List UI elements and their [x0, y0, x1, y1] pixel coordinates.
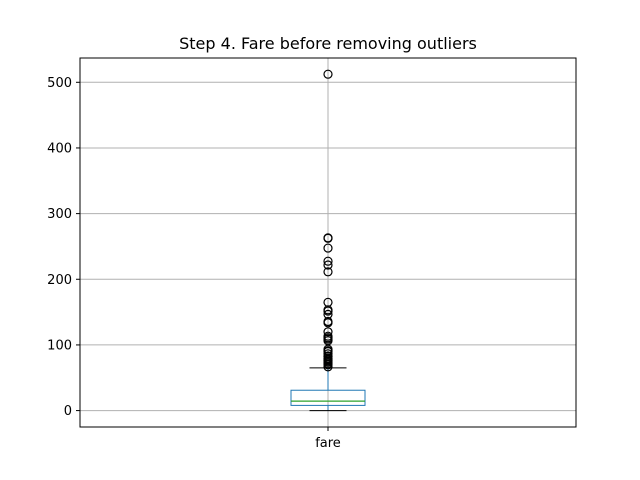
outlier-point: [323, 327, 333, 337]
y-tick-label: 100: [47, 338, 72, 353]
box-plot: [290, 367, 366, 412]
iqr-box: [290, 389, 366, 406]
x-axis-ticks: fare: [315, 427, 341, 451]
outlier-point: [323, 362, 333, 372]
y-axis-ticks: 0 100 200 300 400 500: [47, 76, 80, 419]
y-tick-label: 500: [47, 76, 72, 91]
y-tick-label: 300: [47, 207, 72, 222]
outlier-point: [323, 233, 333, 243]
y-tick-label: 0: [64, 404, 72, 419]
outlier-point: [323, 256, 333, 266]
outlier-point: [323, 267, 333, 277]
outlier-points: [323, 69, 333, 372]
x-tick-label: fare: [315, 436, 341, 451]
outlier-point: [323, 243, 333, 253]
y-tick-label: 200: [47, 273, 72, 288]
outlier-point: [323, 318, 333, 328]
outlier-point: [323, 69, 333, 79]
y-tick-label: 400: [47, 141, 72, 156]
chart-title: Step 4. Fare before removing outliers: [179, 34, 477, 53]
outlier-point: [323, 260, 333, 270]
outlier-point: [323, 306, 333, 316]
grid-lines: [80, 58, 576, 427]
